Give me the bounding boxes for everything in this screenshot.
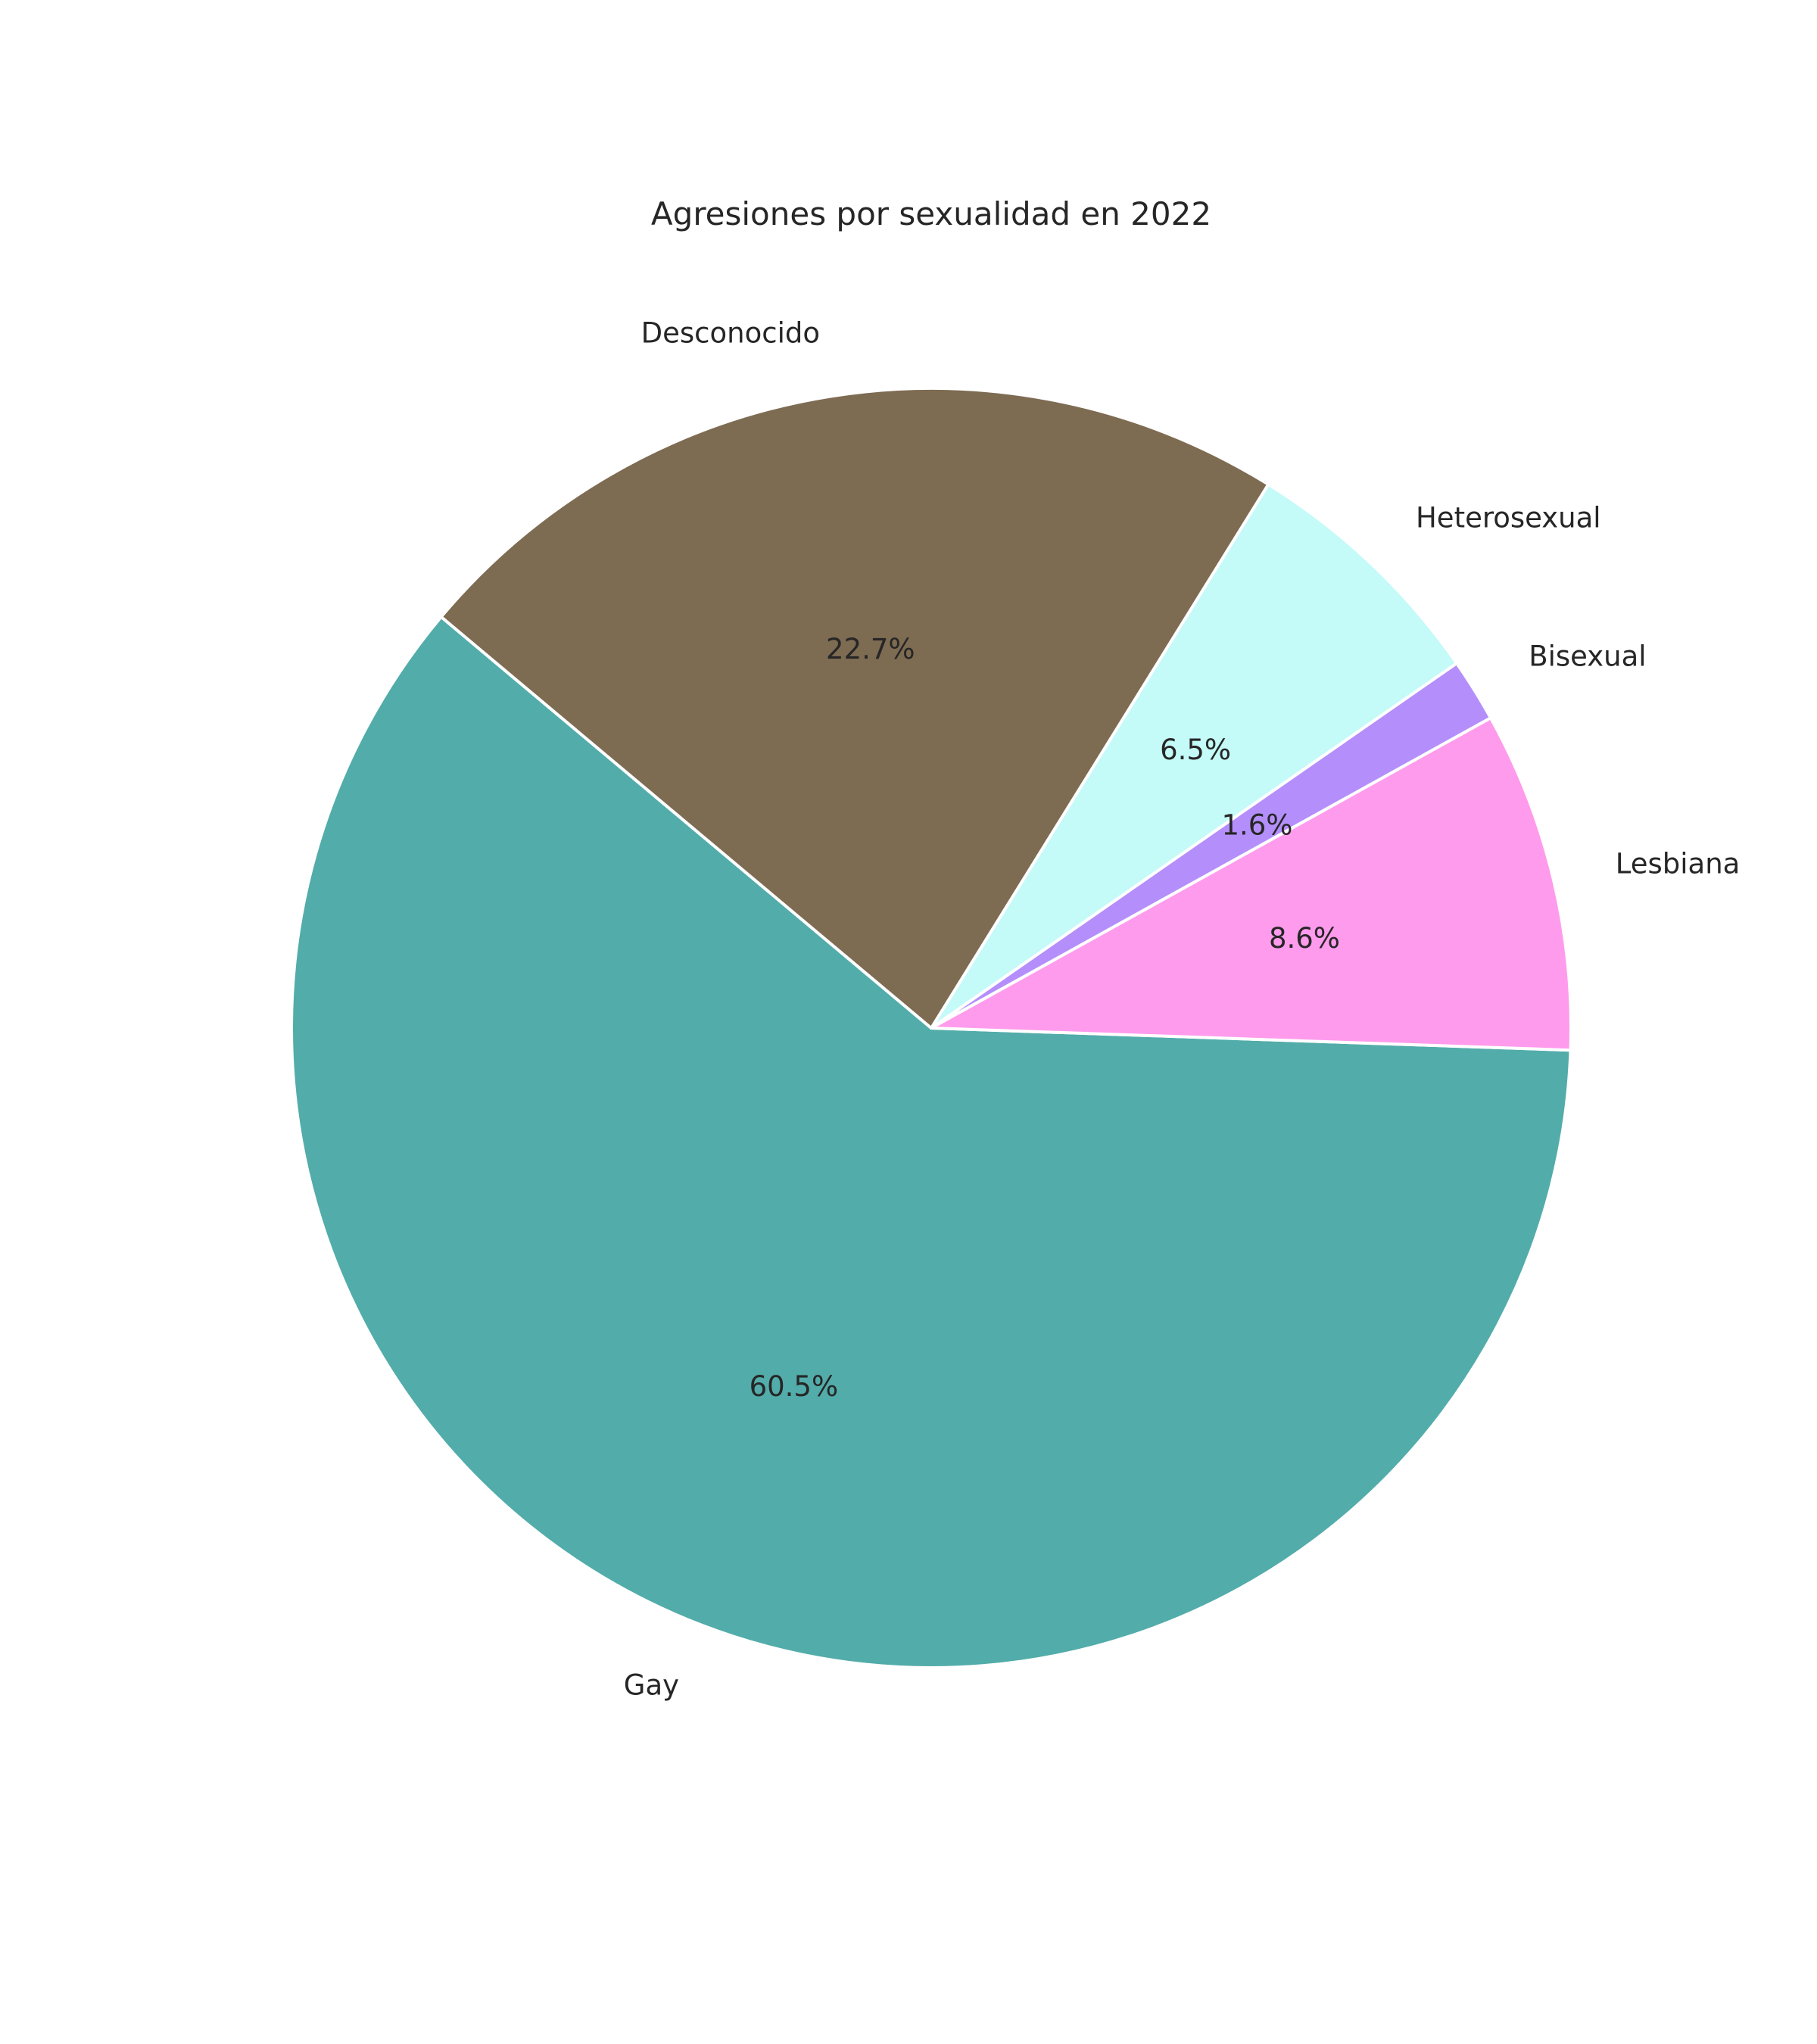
slice-labels: Gay Lesbiana Bisexual Heterosexual Desconoci… — [624, 317, 1741, 1702]
slice-label-desconocido: Desconocido — [641, 317, 820, 350]
slice-label-lesbiana: Lesbiana — [1616, 847, 1741, 880]
percent-label-gay: 60.5% — [750, 1370, 839, 1403]
chart-title: Agresiones por sexualidad en 2022 — [651, 195, 1211, 232]
pie-slices — [290, 387, 1572, 1669]
slice-heterosexual — [930, 482, 1459, 1030]
slice-lesbiana — [930, 716, 1572, 1052]
percent-label-desconocido: 22.7% — [826, 633, 915, 665]
slice-desconocido — [439, 387, 1270, 1030]
percent-label-lesbiana: 8.6% — [1269, 922, 1340, 955]
percent-label-heterosexual: 6.5% — [1160, 734, 1231, 766]
percent-label-bisexual: 1.6% — [1221, 809, 1292, 842]
slice-gay — [290, 615, 1572, 1669]
slice-label-gay: Gay — [624, 1669, 679, 1701]
slice-label-heterosexual: Heterosexual — [1416, 501, 1601, 534]
percent-labels: 60.5% 8.6% 1.6% 6.5% 22.7% — [750, 633, 1340, 1403]
slice-label-bisexual: Bisexual — [1529, 640, 1646, 672]
